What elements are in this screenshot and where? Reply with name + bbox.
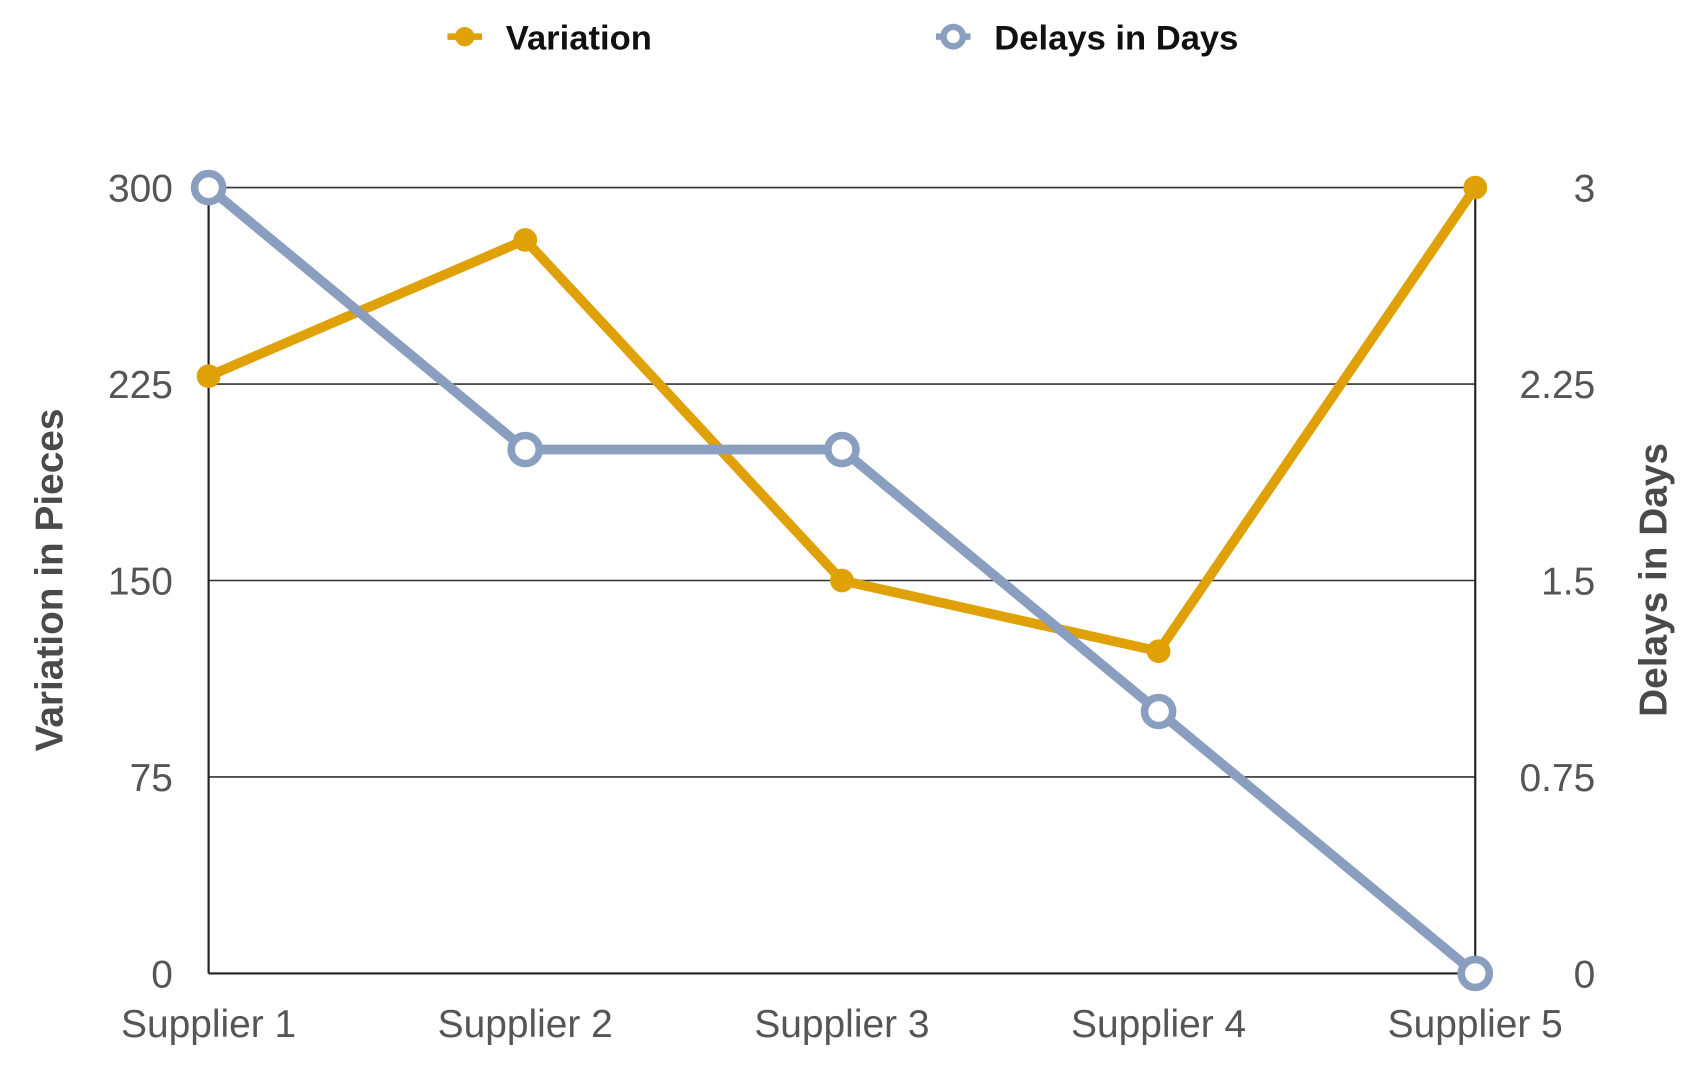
x-tick-label: Supplier 3 (754, 1003, 929, 1046)
y2-tick-label: 2.25 (1520, 364, 1596, 407)
legend-item-delays: Delays in Days (935, 20, 1238, 58)
y-tick-label: 0 (151, 953, 173, 996)
y-axis-title: Variation in Pieces (29, 409, 72, 752)
legend-label-delays: Delays in Days (994, 20, 1238, 58)
data-point-variation (830, 568, 854, 593)
y2-tick-label: 0.75 (1520, 757, 1596, 800)
legend-label-variation: Variation (506, 20, 652, 58)
data-point-variation (1146, 639, 1171, 664)
x-tick-label: Supplier 2 (438, 1003, 613, 1046)
data-point-variation (196, 364, 221, 389)
x-tick-label: Supplier 4 (1071, 1003, 1246, 1046)
legend-marker-delays (940, 23, 967, 50)
y-tick-label: 75 (130, 757, 173, 800)
y-tick-label: 150 (108, 561, 173, 604)
series-lines (190, 169, 1494, 992)
y2-tick-label: 0 (1574, 953, 1596, 996)
data-point-delays (1140, 693, 1177, 730)
data-point-delays (1457, 955, 1494, 992)
data-point-variation (513, 228, 538, 252)
x-tick-label: Supplier 1 (121, 1003, 296, 1046)
y-tick-label: 300 (108, 168, 173, 211)
data-point-delays (190, 169, 227, 206)
data-point-delays (507, 431, 544, 468)
legend: Variation Delays in Days (447, 20, 1238, 58)
x-tick-label: Supplier 5 (1388, 1003, 1563, 1046)
data-point-delays (824, 431, 860, 468)
y2-axis-title: Delays in Days (1633, 443, 1676, 717)
data-point-variation (1463, 175, 1488, 200)
y2-tick-label: 3 (1574, 168, 1596, 211)
y2-tick-label: 1.5 (1541, 561, 1595, 604)
legend-marker-variation (455, 26, 475, 47)
legend-item-variation: Variation (447, 20, 652, 58)
axes: 0 0 75 0.75 150 1.5 225 2.25 300 3 Supplier 1 Suppl… (108, 168, 1595, 1046)
y-tick-label: 225 (108, 364, 173, 407)
